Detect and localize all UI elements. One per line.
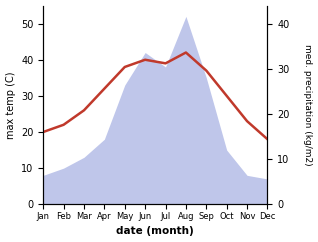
Y-axis label: med. precipitation (kg/m2): med. precipitation (kg/m2) <box>303 44 313 166</box>
Y-axis label: max temp (C): max temp (C) <box>5 71 16 139</box>
X-axis label: date (month): date (month) <box>116 227 194 236</box>
